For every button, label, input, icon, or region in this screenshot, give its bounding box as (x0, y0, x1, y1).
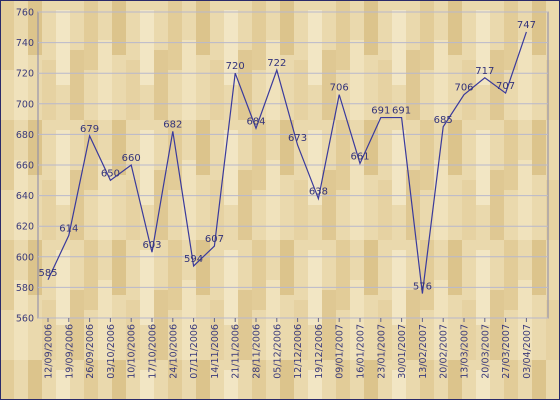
x-tick-label: 26/09/2006 (85, 324, 96, 379)
x-tick-label: 23/01/2007 (376, 324, 387, 379)
data-label: 722 (267, 58, 286, 69)
data-label: 691 (392, 106, 411, 117)
data-label: 607 (205, 234, 224, 245)
data-label: 720 (226, 61, 245, 72)
data-label: 614 (59, 223, 78, 234)
line (47, 31, 527, 294)
data-label: 660 (122, 153, 141, 164)
data-label: 691 (371, 106, 390, 117)
x-tick-label: 19/12/2006 (314, 324, 325, 379)
x-tick-label: 16/01/2007 (356, 324, 367, 379)
data-label: 603 (142, 240, 161, 251)
x-tick-label: 28/11/2006 (252, 324, 263, 379)
data-label: 684 (246, 116, 265, 127)
data-label: 673 (288, 133, 307, 144)
x-tick-label: 14/11/2006 (210, 324, 221, 379)
x-tick-label: 10/10/2006 (127, 324, 138, 379)
data-label: 650 (101, 168, 120, 179)
x-tick-label: 12/12/2006 (293, 324, 304, 379)
x-tick-label: 12/09/2006 (44, 324, 55, 379)
data-label: 594 (184, 254, 203, 265)
data-label: 685 (434, 115, 453, 126)
y-tick-label: 580 (16, 283, 34, 294)
x-tick-label: 27/03/2007 (501, 324, 512, 379)
x-tick-label: 30/01/2007 (397, 324, 408, 379)
y-tick-label: 700 (16, 99, 34, 110)
x-tick-label: 07/11/2006 (189, 324, 200, 379)
data-label: 679 (80, 124, 99, 135)
x-tick-label: 17/10/2006 (148, 324, 159, 379)
y-tick-label: 760 (16, 8, 34, 19)
x-tick-label: 24/10/2006 (168, 324, 179, 379)
y-tick-label: 720 (16, 69, 34, 80)
x-tick-label: 20/02/2007 (439, 324, 450, 379)
data-label: 747 (517, 20, 536, 31)
data-label: 717 (475, 66, 494, 77)
data-label: 706 (330, 83, 349, 94)
data-label: 706 (454, 83, 473, 94)
x-tick-label: 03/10/2006 (106, 324, 117, 379)
y-tick-label: 680 (16, 130, 34, 141)
x-tick-label: 13/02/2007 (418, 324, 429, 379)
data-label: 638 (309, 187, 328, 198)
x-tick-label: 05/12/2006 (272, 324, 283, 379)
x-tick-label: 13/03/2007 (460, 324, 471, 379)
y-tick-label: 660 (16, 161, 34, 172)
x-tick-label: 20/03/2007 (480, 324, 491, 379)
y-tick-label: 620 (16, 222, 34, 233)
data-label: 707 (496, 81, 515, 92)
x-tick-label: 19/09/2006 (64, 324, 75, 379)
data-label: 682 (163, 119, 182, 130)
y-tick-label: 640 (16, 191, 34, 202)
data-label: 661 (350, 151, 369, 162)
data-label: 585 (38, 268, 57, 279)
y-tick-label: 740 (16, 38, 34, 49)
data-label: 576 (413, 282, 432, 293)
x-tick-label: 03/04/2007 (522, 324, 533, 379)
x-tick-label: 21/11/2006 (231, 324, 242, 379)
y-tick-label: 560 (16, 314, 34, 325)
x-tick-label: 09/01/2007 (335, 324, 346, 379)
y-tick-label: 600 (16, 252, 34, 263)
